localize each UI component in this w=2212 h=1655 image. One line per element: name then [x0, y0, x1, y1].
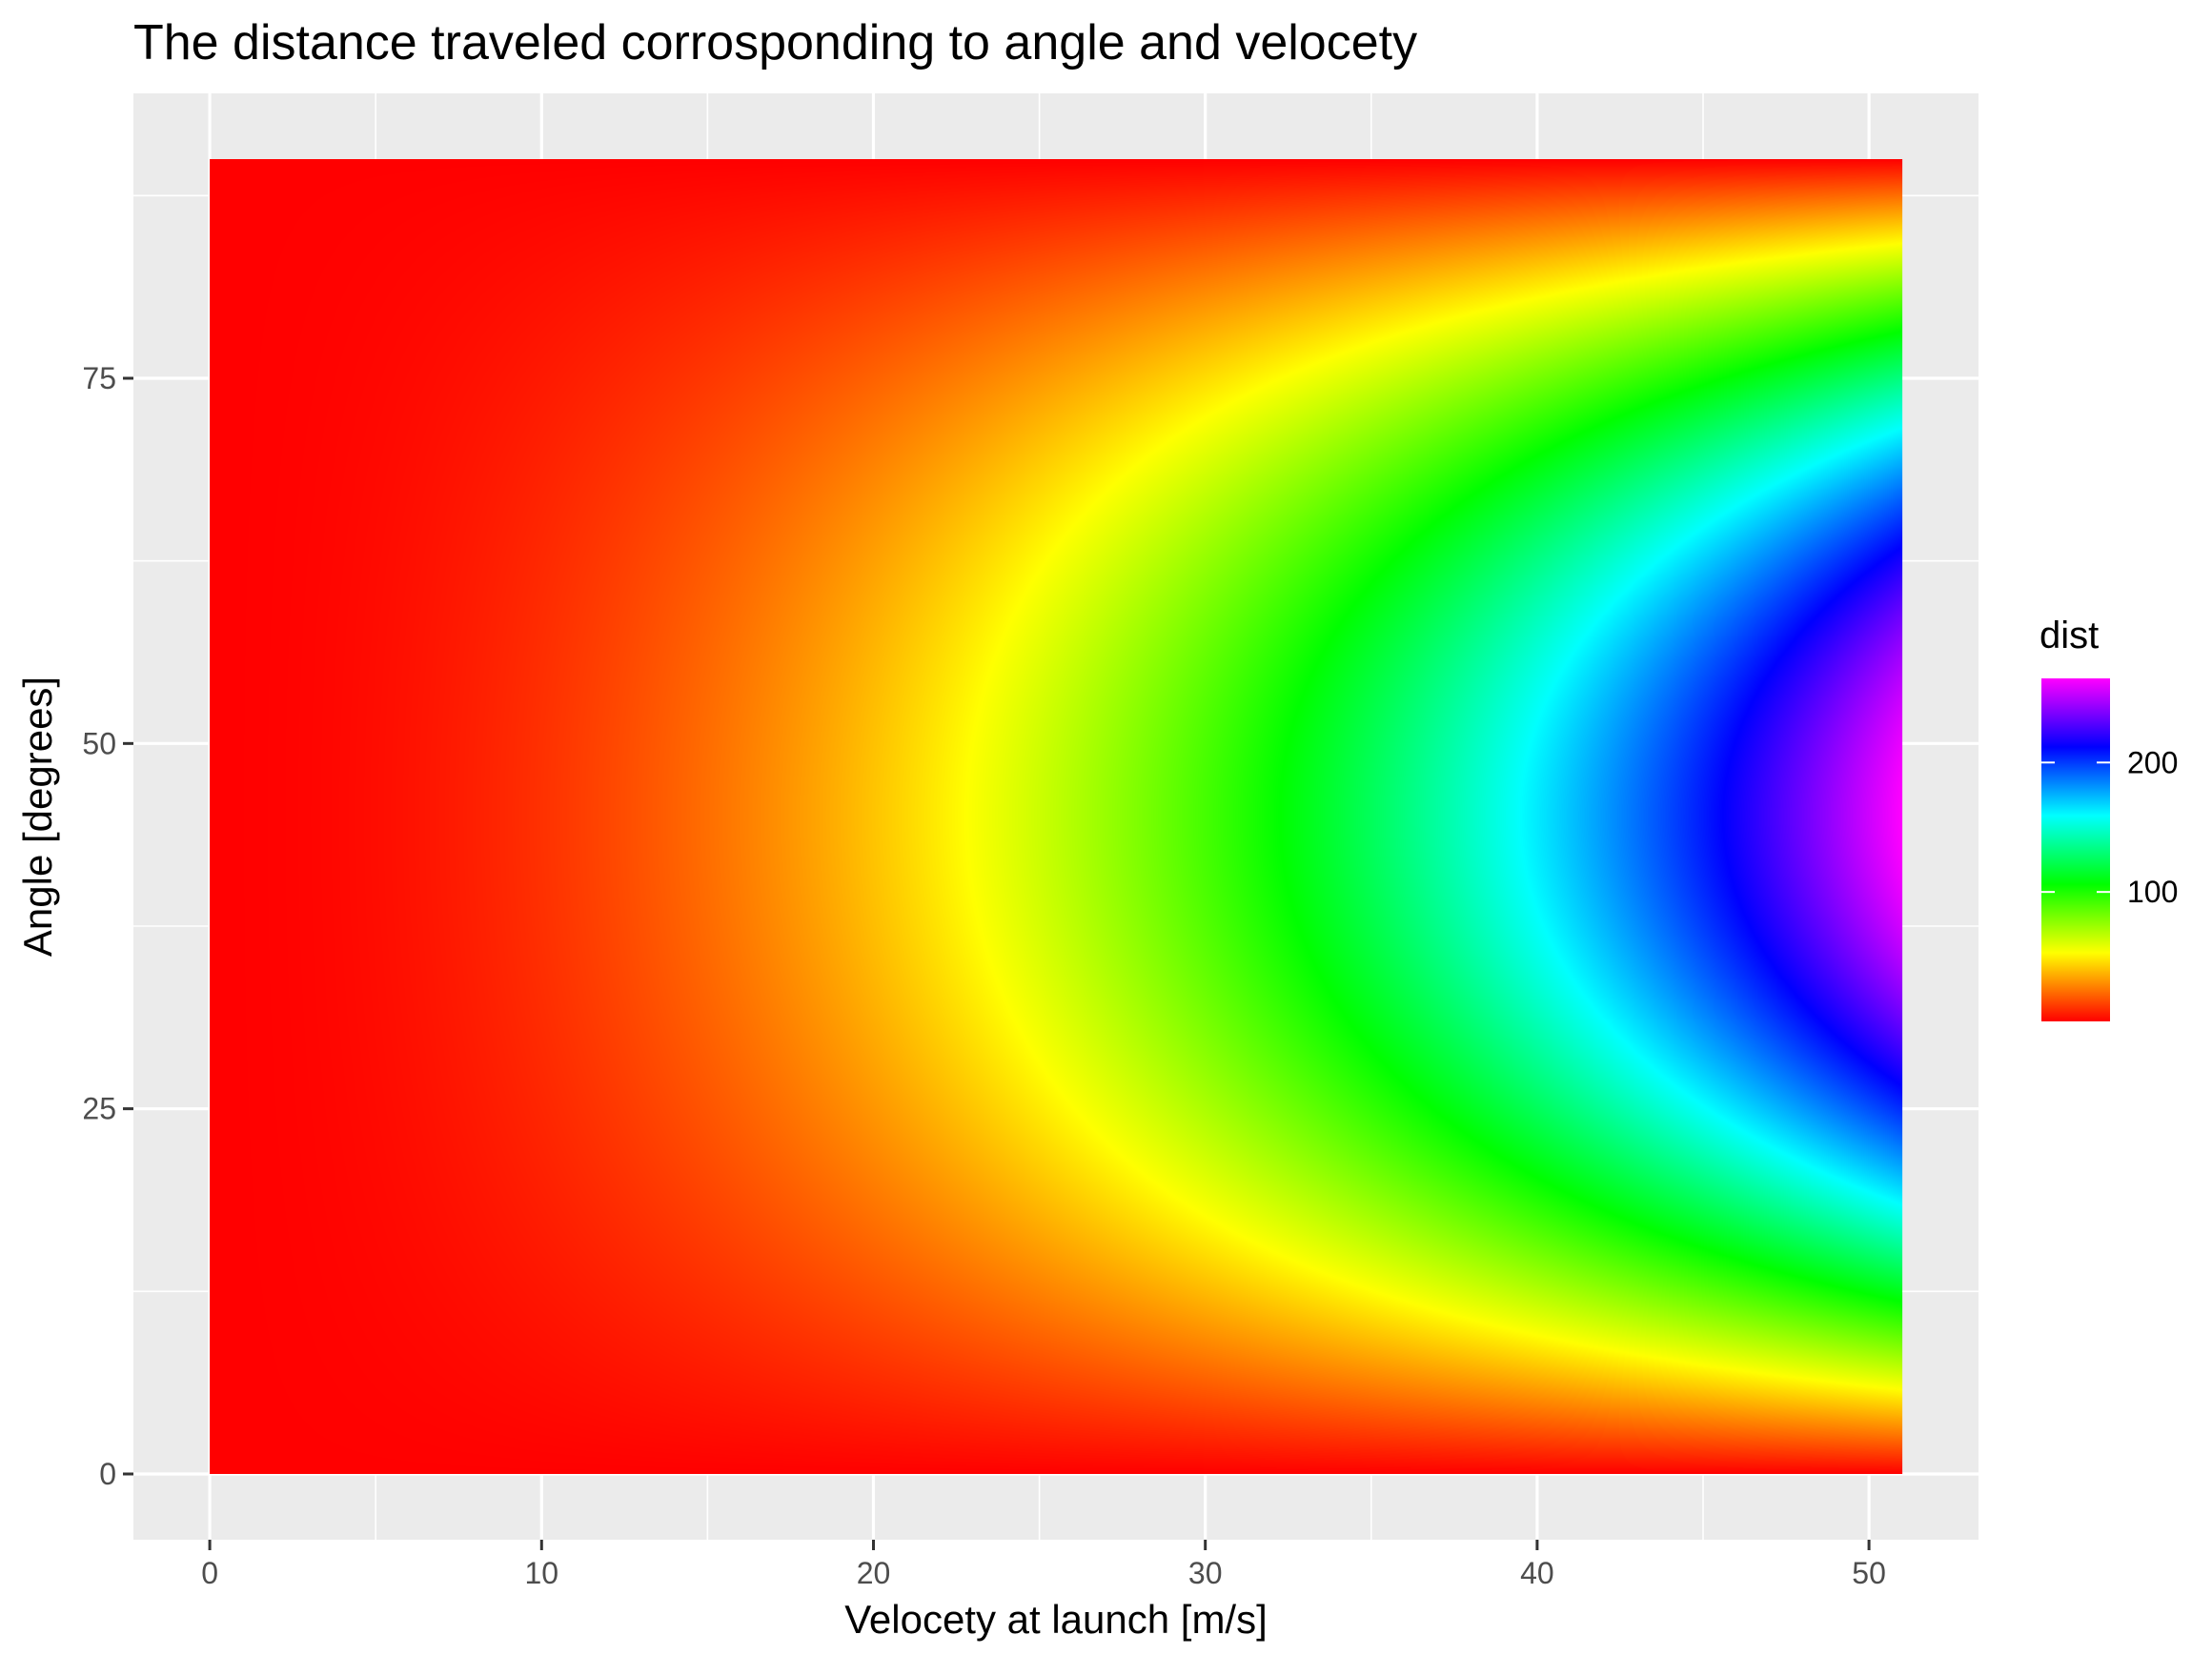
x-tick-label: 30	[1188, 1556, 1223, 1590]
y-axis-title: Angle [degrees]	[15, 676, 60, 957]
y-tick-label: 50	[82, 726, 116, 760]
legend-tick-label: 200	[2127, 745, 2178, 779]
x-tick-label: 50	[1852, 1556, 1886, 1590]
legend: dist 100 200	[2040, 615, 2178, 1021]
x-tick-label: 10	[524, 1556, 558, 1590]
x-tick-label: 0	[201, 1556, 218, 1590]
x-axis-title: Velocety at launch [m/s]	[844, 1597, 1268, 1642]
y-tick-label: 0	[99, 1457, 116, 1491]
heatmap-cells	[210, 159, 1903, 1474]
legend-title: dist	[2040, 615, 2099, 656]
legend-colorbar	[2041, 678, 2110, 1021]
x-axis-ticks: 0 10 20 30 40 50	[201, 1540, 1886, 1590]
y-tick-label: 75	[82, 361, 116, 395]
legend-ticks: 100 200	[2041, 745, 2178, 909]
x-tick-label: 40	[1520, 1556, 1554, 1590]
chart-title: The distance traveled corrosponding to a…	[133, 15, 1417, 71]
legend-tick-label: 100	[2127, 875, 2178, 909]
y-axis-ticks: 0 25 50 75	[82, 361, 133, 1491]
x-tick-label: 20	[857, 1556, 891, 1590]
y-tick-label: 25	[82, 1092, 116, 1126]
